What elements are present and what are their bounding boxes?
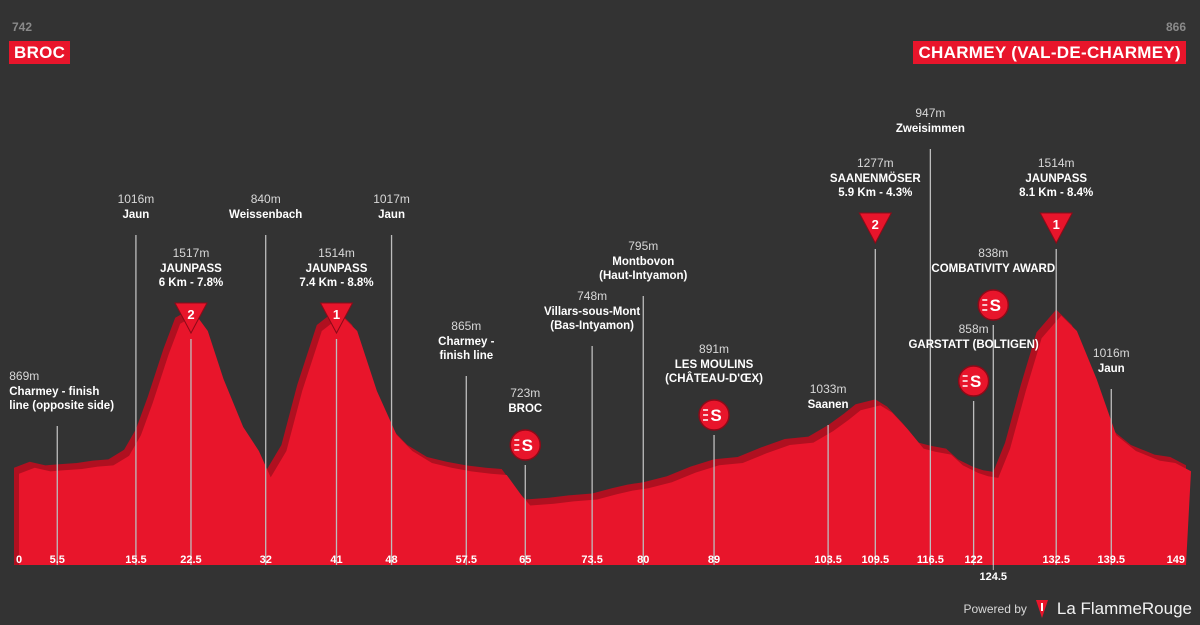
sprint-letter: S <box>522 436 533 455</box>
km-tick-label: 0 <box>16 554 22 566</box>
km-tick-label: 80 <box>637 554 649 566</box>
km-tick-label: 32 <box>260 554 272 566</box>
sprint-letter: S <box>990 296 1001 315</box>
marker-name: LES MOULINS <box>675 359 754 371</box>
marker-altitude: 838m <box>978 246 1008 260</box>
kom-category-icon <box>858 212 893 245</box>
km-tick-label: 22.5 <box>180 554 201 566</box>
profile-fill <box>19 314 1191 565</box>
brand-name: La FlammeRouge <box>1056 599 1192 618</box>
powered-by-label: Powered by <box>963 602 1027 616</box>
marker-altitude: 1016m <box>1093 346 1130 360</box>
km-tick-label: 109.5 <box>862 554 890 566</box>
finish-town-label: CHARMEY (VAL-DE-CHARMEY) <box>913 41 1186 64</box>
kom-category-number: 1 <box>333 307 340 322</box>
stage-profile-chart: 869m Charmey - finish line (opposite side)… <box>9 106 1191 583</box>
marker-name: Saanen <box>808 399 849 411</box>
kom-category-icon <box>1039 212 1074 245</box>
marker-altitude: 1033m <box>810 382 847 396</box>
km-tick-label: 124.5 <box>980 571 1008 583</box>
marker-altitude: 1277m <box>857 156 894 170</box>
sprint-icon <box>509 429 542 461</box>
start-town-label: BROC <box>9 41 71 64</box>
marker-name: 6 Km - 7.8% <box>159 277 224 289</box>
marker-altitude: 947m <box>915 106 945 120</box>
marker-altitude: 795m <box>628 239 658 253</box>
km-tick-label: 73.5 <box>581 554 602 566</box>
flamme-rouge-logo-icon <box>1035 600 1048 618</box>
marker-name: JAUNPASS <box>1025 173 1087 185</box>
km-tick-label: 41 <box>330 554 342 566</box>
marker-name: Charmey - <box>438 336 494 348</box>
km-tick-label: 65 <box>519 554 531 566</box>
marker-name: line (opposite side) <box>9 400 114 412</box>
footer: Powered by La FlammeRouge <box>963 599 1192 619</box>
start-altitude: 742 <box>12 20 33 34</box>
km-tick-label: 139.5 <box>1098 554 1126 566</box>
marker-altitude: 1514m <box>318 246 355 260</box>
marker-poles <box>56 149 1112 565</box>
profile-area <box>14 308 1191 565</box>
marker-name: GARSTATT (BOLTIGEN) <box>908 339 1038 351</box>
marker-name: COMBATIVITY AWARD <box>931 263 1055 275</box>
marker-name: Zweisimmen <box>896 123 965 135</box>
marker-name: finish line <box>439 350 493 362</box>
marker-name: SAANENMÖSER <box>830 172 921 185</box>
marker-name: (CHÂTEAU-D'ŒX) <box>665 372 763 385</box>
marker-name: BROC <box>508 403 542 415</box>
marker-icons: 2 1 S S 2 S S 1 <box>174 212 1074 461</box>
marker-name: Jaun <box>122 209 149 221</box>
marker-altitude: 865m <box>451 319 481 333</box>
km-tick-label: 149 <box>1167 554 1185 566</box>
kom-category-icon <box>174 302 208 335</box>
marker-name: Weissenbach <box>229 209 302 221</box>
marker-altitude: 1016m <box>118 192 155 206</box>
marker-name: Jaun <box>378 209 405 221</box>
sprint-letter: S <box>710 406 721 425</box>
marker-labels: 869m Charmey - finish line (opposite side)… <box>9 106 1129 415</box>
marker-name: JAUNPASS <box>160 263 222 275</box>
marker-altitude: 1017m <box>373 192 410 206</box>
km-tick-label: 57.5 <box>456 554 477 566</box>
marker-name: Villars-sous-Mont <box>544 306 640 318</box>
marker-altitude: 891m <box>699 342 729 356</box>
km-tick-label: 89 <box>708 554 720 566</box>
marker-name: 8.1 Km - 8.4% <box>1019 187 1093 199</box>
marker-name: 7.4 Km - 8.8% <box>299 277 373 289</box>
marker-altitude: 723m <box>510 386 540 400</box>
finish-altitude: 866 <box>1165 20 1186 34</box>
marker-name: Montbovon <box>612 256 674 268</box>
marker-altitude: 1517m <box>173 246 210 260</box>
marker-name: JAUNPASS <box>306 263 368 275</box>
kom-category-number: 2 <box>187 307 194 322</box>
kom-category-number: 1 <box>1053 217 1060 232</box>
marker-name: (Bas-Intyamon) <box>550 320 634 332</box>
km-tick-label: 15.5 <box>125 554 146 566</box>
km-tick-label: 122 <box>964 554 982 566</box>
marker-altitude: 840m <box>251 192 281 206</box>
km-tick-label: 132.5 <box>1042 554 1070 566</box>
marker-name: Jaun <box>1098 363 1125 375</box>
marker-altitude: 869m <box>9 369 39 383</box>
kom-category-icon <box>319 302 354 335</box>
marker-altitude: 1514m <box>1038 156 1075 170</box>
marker-altitude: 748m <box>577 289 607 303</box>
kom-category-number: 2 <box>872 217 879 232</box>
km-ticks: 0 5.5 15.5 22.5 32 41 48 57.5 65 73.5 80 89 103.5 109… <box>16 554 1185 583</box>
km-tick-label: 103.5 <box>814 554 842 566</box>
sprint-icon <box>957 365 990 397</box>
marker-name: 5.9 Km - 4.3% <box>838 187 912 199</box>
km-tick-label: 5.5 <box>50 554 65 566</box>
sprint-icon <box>698 399 730 431</box>
km-tick-label: 116.5 <box>917 554 944 566</box>
sprint-icon <box>977 289 1010 321</box>
km-tick-label: 48 <box>385 554 397 566</box>
marker-altitude: 858m <box>959 322 989 336</box>
marker-name: (Haut-Intyamon) <box>599 270 687 282</box>
marker-name: Charmey - finish <box>9 386 99 398</box>
sprint-letter: S <box>970 372 981 391</box>
